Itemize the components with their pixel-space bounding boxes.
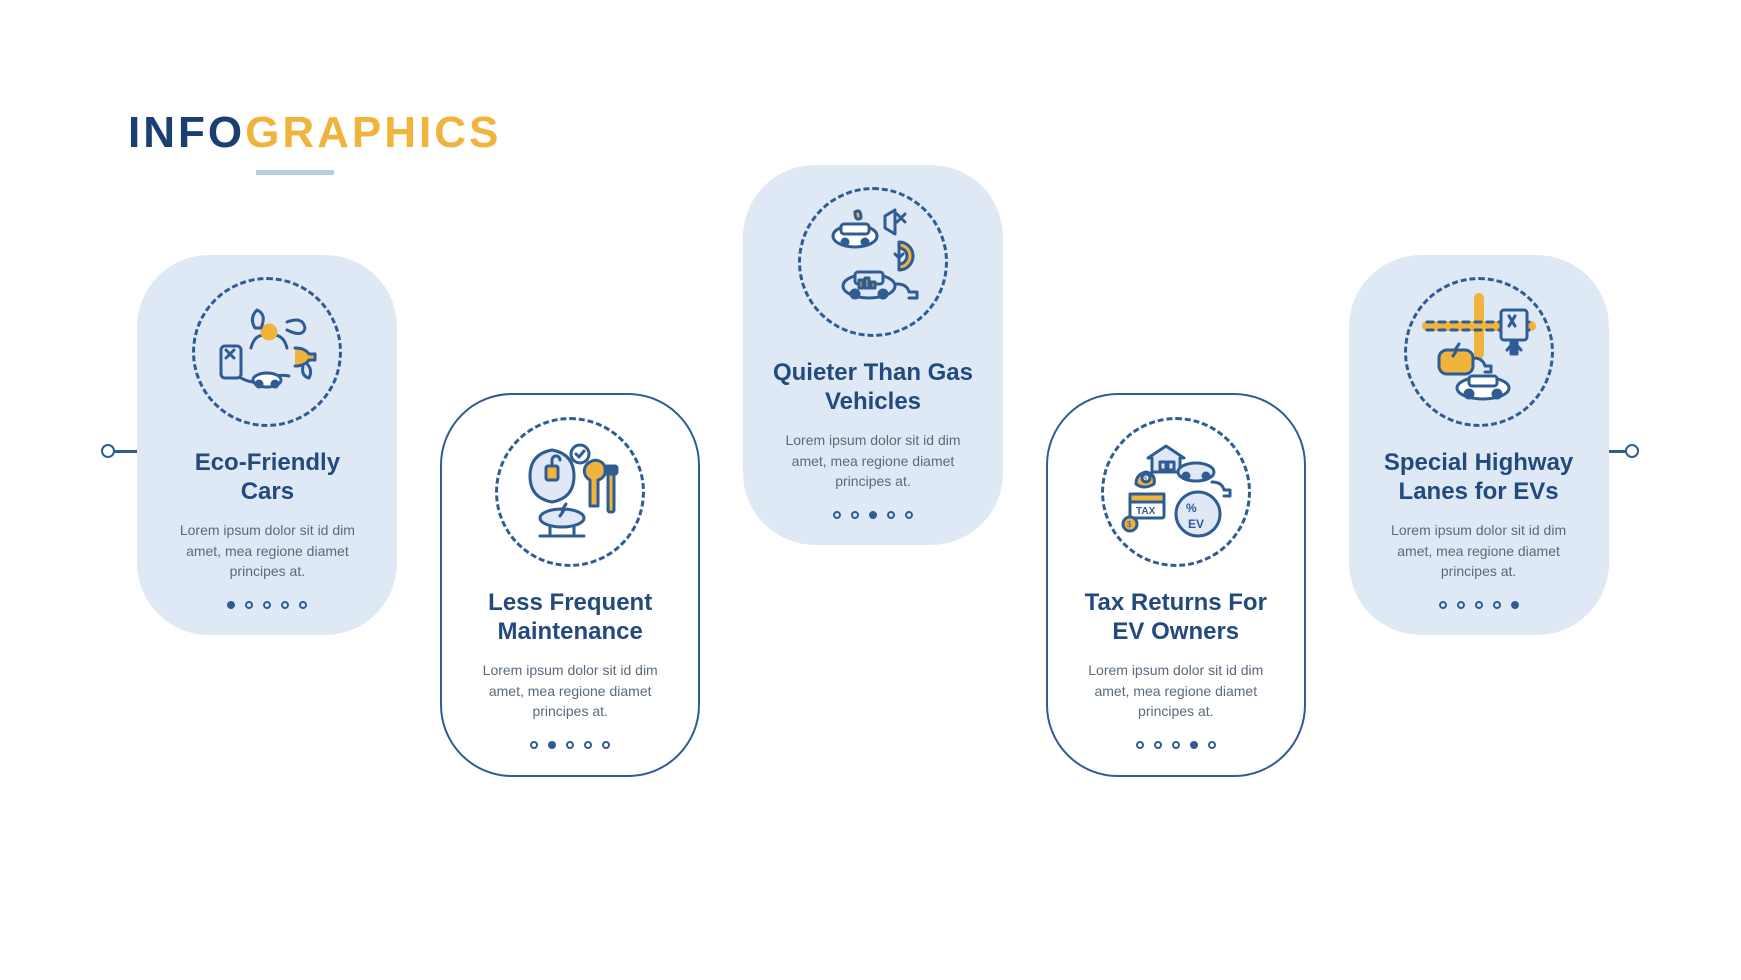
step-dot bbox=[1511, 601, 1519, 609]
step-dot bbox=[1136, 741, 1144, 749]
tax-icon bbox=[1101, 417, 1251, 567]
card-title: Quieter Than Gas Vehicles bbox=[743, 359, 1003, 417]
step-dot bbox=[1190, 741, 1198, 749]
maint-icon bbox=[495, 417, 645, 567]
step-dot bbox=[851, 511, 859, 519]
step-dot bbox=[1493, 601, 1501, 609]
card-body: Lorem ipsum dolor sit id dim amet, mea r… bbox=[1349, 520, 1609, 581]
connector-endcap-right bbox=[1625, 444, 1639, 458]
card-slot: Eco-Friendly Cars Lorem ipsum dolor sit i… bbox=[128, 255, 407, 635]
card-body: Lorem ipsum dolor sit id dim amet, mea r… bbox=[442, 660, 698, 721]
step-dot bbox=[887, 511, 895, 519]
step-dot bbox=[227, 601, 235, 609]
step-dot bbox=[566, 741, 574, 749]
step-dots bbox=[227, 601, 307, 609]
eco-icon bbox=[192, 277, 342, 427]
card-slot: Tax Returns For EV Owners Lorem ipsum dol… bbox=[1036, 393, 1315, 777]
card-slot: Less Frequent Maintenance Lorem ipsum dol… bbox=[431, 393, 710, 777]
step-dot bbox=[1172, 741, 1180, 749]
lanes-icon bbox=[1404, 277, 1554, 427]
card-slot: Quieter Than Gas Vehicles Lorem ipsum dol… bbox=[734, 165, 1013, 545]
connector-endcap-left bbox=[101, 444, 115, 458]
step-dot bbox=[1439, 601, 1447, 609]
step-dot bbox=[548, 741, 556, 749]
step-dot bbox=[299, 601, 307, 609]
card-tax: Tax Returns For EV Owners Lorem ipsum dol… bbox=[1046, 393, 1306, 777]
card-body: Lorem ipsum dolor sit id dim amet, mea r… bbox=[1048, 660, 1304, 721]
step-dot bbox=[245, 601, 253, 609]
card-eco: Eco-Friendly Cars Lorem ipsum dolor sit i… bbox=[137, 255, 397, 635]
step-dot bbox=[281, 601, 289, 609]
card-title: Less Frequent Maintenance bbox=[442, 589, 698, 647]
step-dots bbox=[1136, 741, 1216, 749]
step-dots bbox=[1439, 601, 1519, 609]
step-dot bbox=[263, 601, 271, 609]
step-dots bbox=[833, 511, 913, 519]
step-dot bbox=[602, 741, 610, 749]
card-lanes: Special Highway Lanes for EVs Lorem ipsum… bbox=[1349, 255, 1609, 635]
step-dot bbox=[530, 741, 538, 749]
quiet-icon bbox=[798, 187, 948, 337]
card-slot: Special Highway Lanes for EVs Lorem ipsum… bbox=[1339, 255, 1618, 635]
card-body: Lorem ipsum dolor sit id dim amet, mea r… bbox=[743, 430, 1003, 491]
card-body: Lorem ipsum dolor sit id dim amet, mea r… bbox=[137, 520, 397, 581]
step-dot bbox=[869, 511, 877, 519]
step-dot bbox=[1154, 741, 1162, 749]
step-dots bbox=[530, 741, 610, 749]
step-dot bbox=[833, 511, 841, 519]
step-dot bbox=[1457, 601, 1465, 609]
step-dot bbox=[584, 741, 592, 749]
card-title: Eco-Friendly Cars bbox=[137, 449, 397, 507]
card-title: Special Highway Lanes for EVs bbox=[1349, 449, 1609, 507]
card-maint: Less Frequent Maintenance Lorem ipsum dol… bbox=[440, 393, 700, 777]
step-dot bbox=[1208, 741, 1216, 749]
step-dot bbox=[905, 511, 913, 519]
step-dot bbox=[1475, 601, 1483, 609]
cards-row: Eco-Friendly Cars Lorem ipsum dolor sit i… bbox=[128, 95, 1618, 875]
card-title: Tax Returns For EV Owners bbox=[1048, 589, 1304, 647]
card-quiet: Quieter Than Gas Vehicles Lorem ipsum dol… bbox=[743, 165, 1003, 545]
